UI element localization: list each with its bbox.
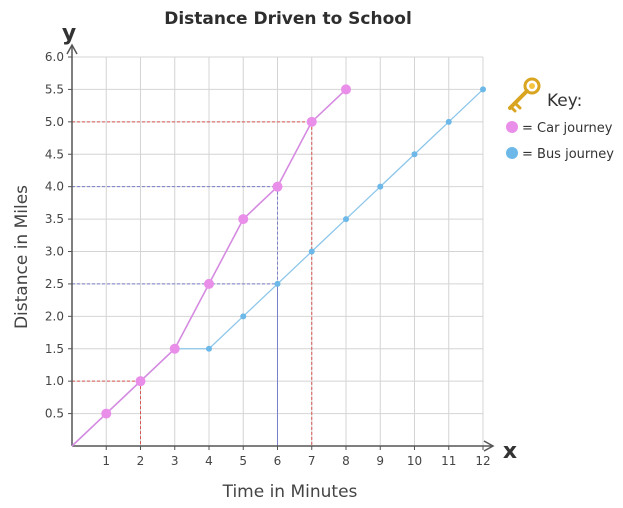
reference-lines [72,121,313,446]
x-tick-label: 10 [407,454,422,468]
y-tick-label: 2.0 [45,309,64,323]
series-layer [71,84,486,447]
bus-journey-point [206,345,212,352]
car-journey-point [101,408,112,419]
y-tick-label: 6.0 [45,50,64,64]
series-bus-journey [71,86,486,447]
y-tick-label: 2.5 [45,277,64,291]
x-tick-label: 8 [342,454,350,468]
legend: Key: = Car journey = Bus journey [506,77,614,162]
car-journey-point [272,181,283,192]
car-journey-point [341,84,351,95]
y-tick-label: 5.5 [45,82,64,96]
legend-label-bus: = Bus journey [522,147,614,162]
bus-journey-point [377,183,384,190]
bus-journey-point [343,216,349,223]
axes [66,43,495,452]
y-axis-arrow [66,43,78,55]
x-tick-label: 1 [102,454,110,468]
y-tick-label: 3.5 [45,212,64,226]
x-tick-label: 5 [239,454,247,468]
series-car-journey [71,84,351,447]
y-tick-label: 3.0 [45,245,64,259]
y-axis-label: Distance in Miles [12,185,32,329]
y-tick-label: 4.5 [45,147,64,161]
key-icon [508,77,541,113]
x-tick-labels: 1 2 3 4 5 6 7 8 9 10 11 12 [102,446,491,468]
y-tick-label: 1.5 [45,342,64,356]
y-tick-label: 0.5 [45,407,64,421]
x-tick-label: 11 [441,454,456,468]
x-tick-label: 7 [308,454,316,468]
legend-title: Key: [547,91,582,111]
y-axis-letter: y [62,21,76,46]
car-journey-point [135,376,146,387]
x-tick-label: 9 [376,454,384,468]
car-journey-point [169,343,180,354]
car-journey-point [306,116,317,127]
legend-swatch-car [506,121,518,133]
x-tick-label: 6 [274,454,282,468]
bus-journey-point [240,313,247,320]
x-axis-label: Time in Minutes [222,482,358,502]
x-tick-label: 12 [475,454,490,468]
y-tick-label: 1.0 [45,374,64,388]
bus-journey-point [411,151,418,158]
y-tick-label: 4.0 [45,180,64,194]
x-tick-label: 3 [171,454,179,468]
bus-journey-point [480,86,486,93]
x-axis-letter: x [503,439,517,464]
car-journey-point [238,214,249,225]
y-tick-label: 5.0 [45,115,64,129]
bus-journey-point [445,118,452,125]
bus-journey-point [274,280,281,287]
x-tick-label: 2 [137,454,145,468]
legend-label-car: = Car journey [522,121,613,136]
bus-journey-point [308,248,315,255]
chart-title: Distance Driven to School [164,9,412,29]
y-tick-labels: 0.5 1.0 1.5 2.0 2.5 3.0 3.5 4.0 4.5 5.0 5.5 6.0 [45,50,72,421]
x-tick-label: 4 [205,454,213,468]
x-axis-arrow [483,440,495,452]
legend-swatch-bus [506,147,518,159]
car-journey-point [204,278,214,289]
